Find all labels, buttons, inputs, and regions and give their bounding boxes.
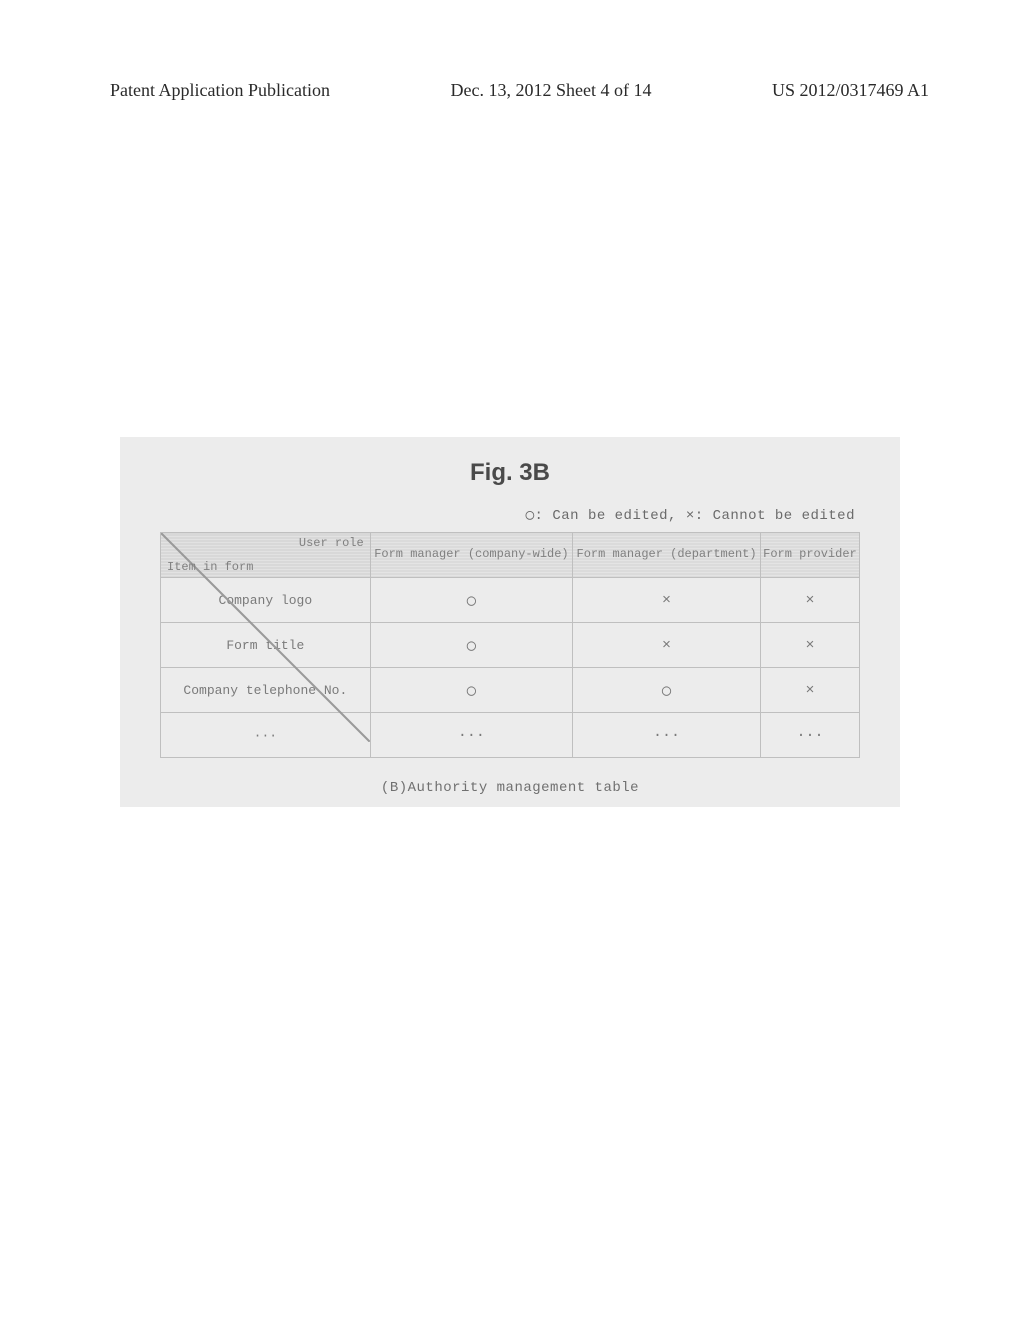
cell: ◯: [370, 578, 572, 623]
corner-top-label: User role: [299, 536, 364, 550]
cell: ×: [760, 668, 859, 713]
cell: ···: [573, 713, 761, 758]
row-item: ···: [161, 713, 371, 758]
row-item: Company telephone No.: [161, 668, 371, 713]
table-row: Form title ◯ × ×: [161, 623, 860, 668]
table-header-row: User role Item in form Form manager (com…: [161, 533, 860, 578]
row-item: Form title: [161, 623, 371, 668]
cell: ◯: [370, 623, 572, 668]
row-item: Company logo: [161, 578, 371, 623]
header-center: Dec. 13, 2012 Sheet 4 of 14: [450, 80, 651, 101]
cell: ···: [370, 713, 572, 758]
figure-legend: ◯: Can be edited, ×: Cannot be edited: [120, 487, 900, 532]
header-left: Patent Application Publication: [110, 80, 330, 101]
cell: ···: [760, 713, 859, 758]
page-header: Patent Application Publication Dec. 13, …: [0, 80, 1024, 101]
table-row: Company logo ◯ × ×: [161, 578, 860, 623]
authority-table: User role Item in form Form manager (com…: [160, 532, 860, 758]
cell: ×: [760, 578, 859, 623]
col-header-0: Form manager (company-wide): [370, 533, 572, 578]
cell: ×: [760, 623, 859, 668]
cell: ×: [573, 623, 761, 668]
table-row: Company telephone No. ◯ ◯ ×: [161, 668, 860, 713]
figure-title: Fig. 3B: [120, 437, 900, 487]
header-corner-cell: User role Item in form: [161, 533, 371, 578]
table-wrap: User role Item in form Form manager (com…: [160, 532, 860, 758]
table-row: ··· ··· ··· ···: [161, 713, 860, 758]
header-right: US 2012/0317469 A1: [772, 80, 929, 101]
col-header-1: Form manager (department): [573, 533, 761, 578]
corner-bottom-label: Item in form: [167, 560, 253, 574]
figure-region: Fig. 3B ◯: Can be edited, ×: Cannot be e…: [120, 437, 900, 807]
cell: ×: [573, 578, 761, 623]
col-header-2: Form provider: [760, 533, 859, 578]
cell: ◯: [370, 668, 572, 713]
figure-caption: (B)Authority management table: [120, 758, 900, 796]
cell: ◯: [573, 668, 761, 713]
